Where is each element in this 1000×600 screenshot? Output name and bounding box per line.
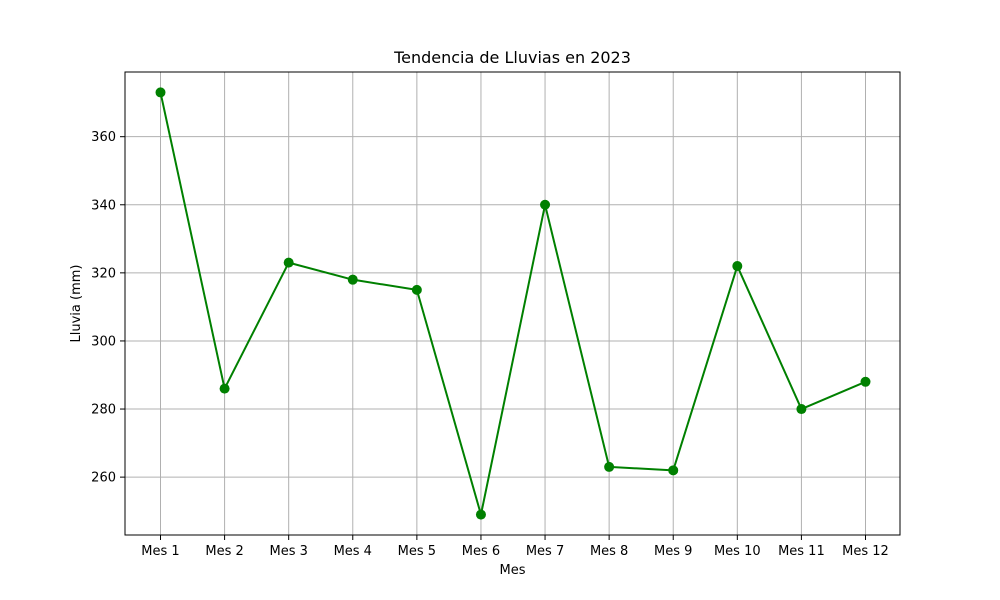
data-point <box>475 509 486 520</box>
data-point <box>796 404 807 415</box>
series-line <box>159 92 866 516</box>
x-tick-label: Mes 7 <box>526 544 564 559</box>
data-point <box>155 87 166 98</box>
data-point <box>219 383 230 394</box>
axis-ticks: Mes 1 Mes 2 Mes 3 Mes 4 Mes 5 Mes 6 Mes 7 Mes 8… <box>91 130 889 559</box>
plot-frame <box>124 71 901 536</box>
x-tick-label: Mes 6 <box>462 544 500 559</box>
x-axis-label: Mes <box>500 563 526 578</box>
x-tick-label: Mes 8 <box>590 544 628 559</box>
data-point <box>540 199 551 210</box>
data-point <box>604 461 615 472</box>
data-point <box>860 376 871 387</box>
data-point <box>283 257 294 268</box>
y-tick-label: 280 <box>91 403 116 418</box>
x-tick-label: Mes 10 <box>714 544 761 559</box>
data-point <box>732 261 743 272</box>
data-point <box>347 274 358 285</box>
y-axis-label: Lluvia (mm) <box>69 265 84 343</box>
y-tick-label: 260 <box>91 471 116 486</box>
y-tick-label: 300 <box>91 334 116 349</box>
x-tick-label: Mes 4 <box>334 544 372 559</box>
y-tick-label: 360 <box>91 130 116 145</box>
chart-title: Tendencia de Lluvias en 2023 <box>393 48 631 67</box>
y-tick-label: 320 <box>91 266 116 281</box>
x-tick-label: Mes 2 <box>205 544 243 559</box>
x-tick-label: Mes 9 <box>654 544 692 559</box>
data-point <box>668 465 679 476</box>
x-tick-label: Mes 1 <box>141 544 179 559</box>
x-tick-label: Mes 3 <box>269 544 307 559</box>
series-layer <box>155 87 871 520</box>
grid <box>125 72 900 535</box>
x-tick-label: Mes 12 <box>842 544 889 559</box>
x-tick-label: Mes 11 <box>778 544 825 559</box>
y-tick-label: 340 <box>91 198 116 213</box>
data-point <box>411 284 422 295</box>
x-tick-label: Mes 5 <box>398 544 436 559</box>
